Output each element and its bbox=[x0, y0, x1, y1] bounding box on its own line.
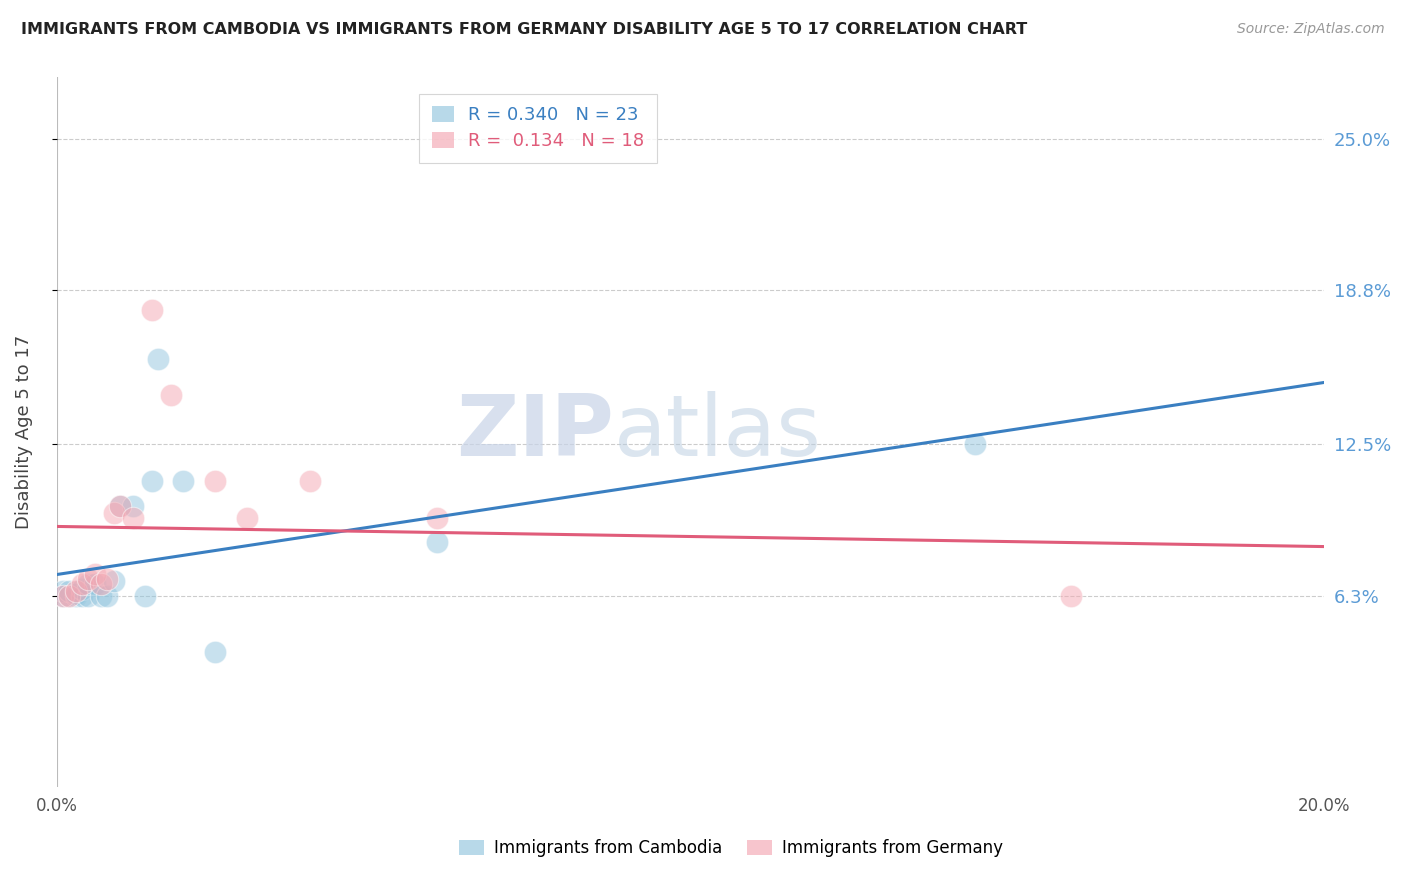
Point bbox=[108, 499, 131, 513]
Text: ZIP: ZIP bbox=[457, 391, 614, 474]
Point bbox=[103, 574, 125, 589]
Text: IMMIGRANTS FROM CAMBODIA VS IMMIGRANTS FROM GERMANY DISABILITY AGE 5 TO 17 CORRE: IMMIGRANTS FROM CAMBODIA VS IMMIGRANTS F… bbox=[21, 22, 1028, 37]
Point bbox=[70, 589, 93, 603]
Point bbox=[70, 576, 93, 591]
Point bbox=[65, 586, 87, 600]
Point bbox=[58, 584, 80, 599]
Y-axis label: Disability Age 5 to 17: Disability Age 5 to 17 bbox=[15, 335, 32, 529]
Point bbox=[235, 510, 257, 524]
Point bbox=[65, 584, 87, 599]
Legend: R = 0.340   N = 23, R =  0.134   N = 18: R = 0.340 N = 23, R = 0.134 N = 18 bbox=[419, 94, 657, 162]
Point bbox=[96, 589, 118, 603]
Point bbox=[83, 576, 105, 591]
Point bbox=[90, 589, 112, 603]
Point bbox=[426, 510, 449, 524]
Point bbox=[83, 567, 105, 582]
Point bbox=[172, 474, 194, 488]
Text: Source: ZipAtlas.com: Source: ZipAtlas.com bbox=[1237, 22, 1385, 37]
Point bbox=[141, 474, 163, 488]
Point bbox=[77, 572, 100, 586]
Point bbox=[90, 576, 112, 591]
Point bbox=[65, 589, 87, 603]
Point bbox=[58, 589, 80, 603]
Point bbox=[77, 589, 100, 603]
Point bbox=[108, 499, 131, 513]
Point bbox=[121, 499, 143, 513]
Point bbox=[52, 584, 75, 599]
Point bbox=[58, 589, 80, 603]
Point bbox=[1059, 589, 1081, 603]
Point bbox=[204, 474, 226, 488]
Point bbox=[134, 589, 156, 603]
Point bbox=[70, 582, 93, 596]
Point bbox=[146, 351, 169, 366]
Point bbox=[77, 576, 100, 591]
Text: atlas: atlas bbox=[614, 391, 823, 474]
Point bbox=[52, 589, 75, 603]
Point bbox=[103, 506, 125, 520]
Point bbox=[121, 510, 143, 524]
Point bbox=[159, 388, 181, 402]
Legend: Immigrants from Cambodia, Immigrants from Germany: Immigrants from Cambodia, Immigrants fro… bbox=[451, 831, 1011, 866]
Point bbox=[96, 572, 118, 586]
Point bbox=[204, 645, 226, 659]
Point bbox=[965, 437, 987, 451]
Point bbox=[52, 589, 75, 603]
Point bbox=[299, 474, 322, 488]
Point bbox=[141, 302, 163, 317]
Point bbox=[426, 535, 449, 549]
